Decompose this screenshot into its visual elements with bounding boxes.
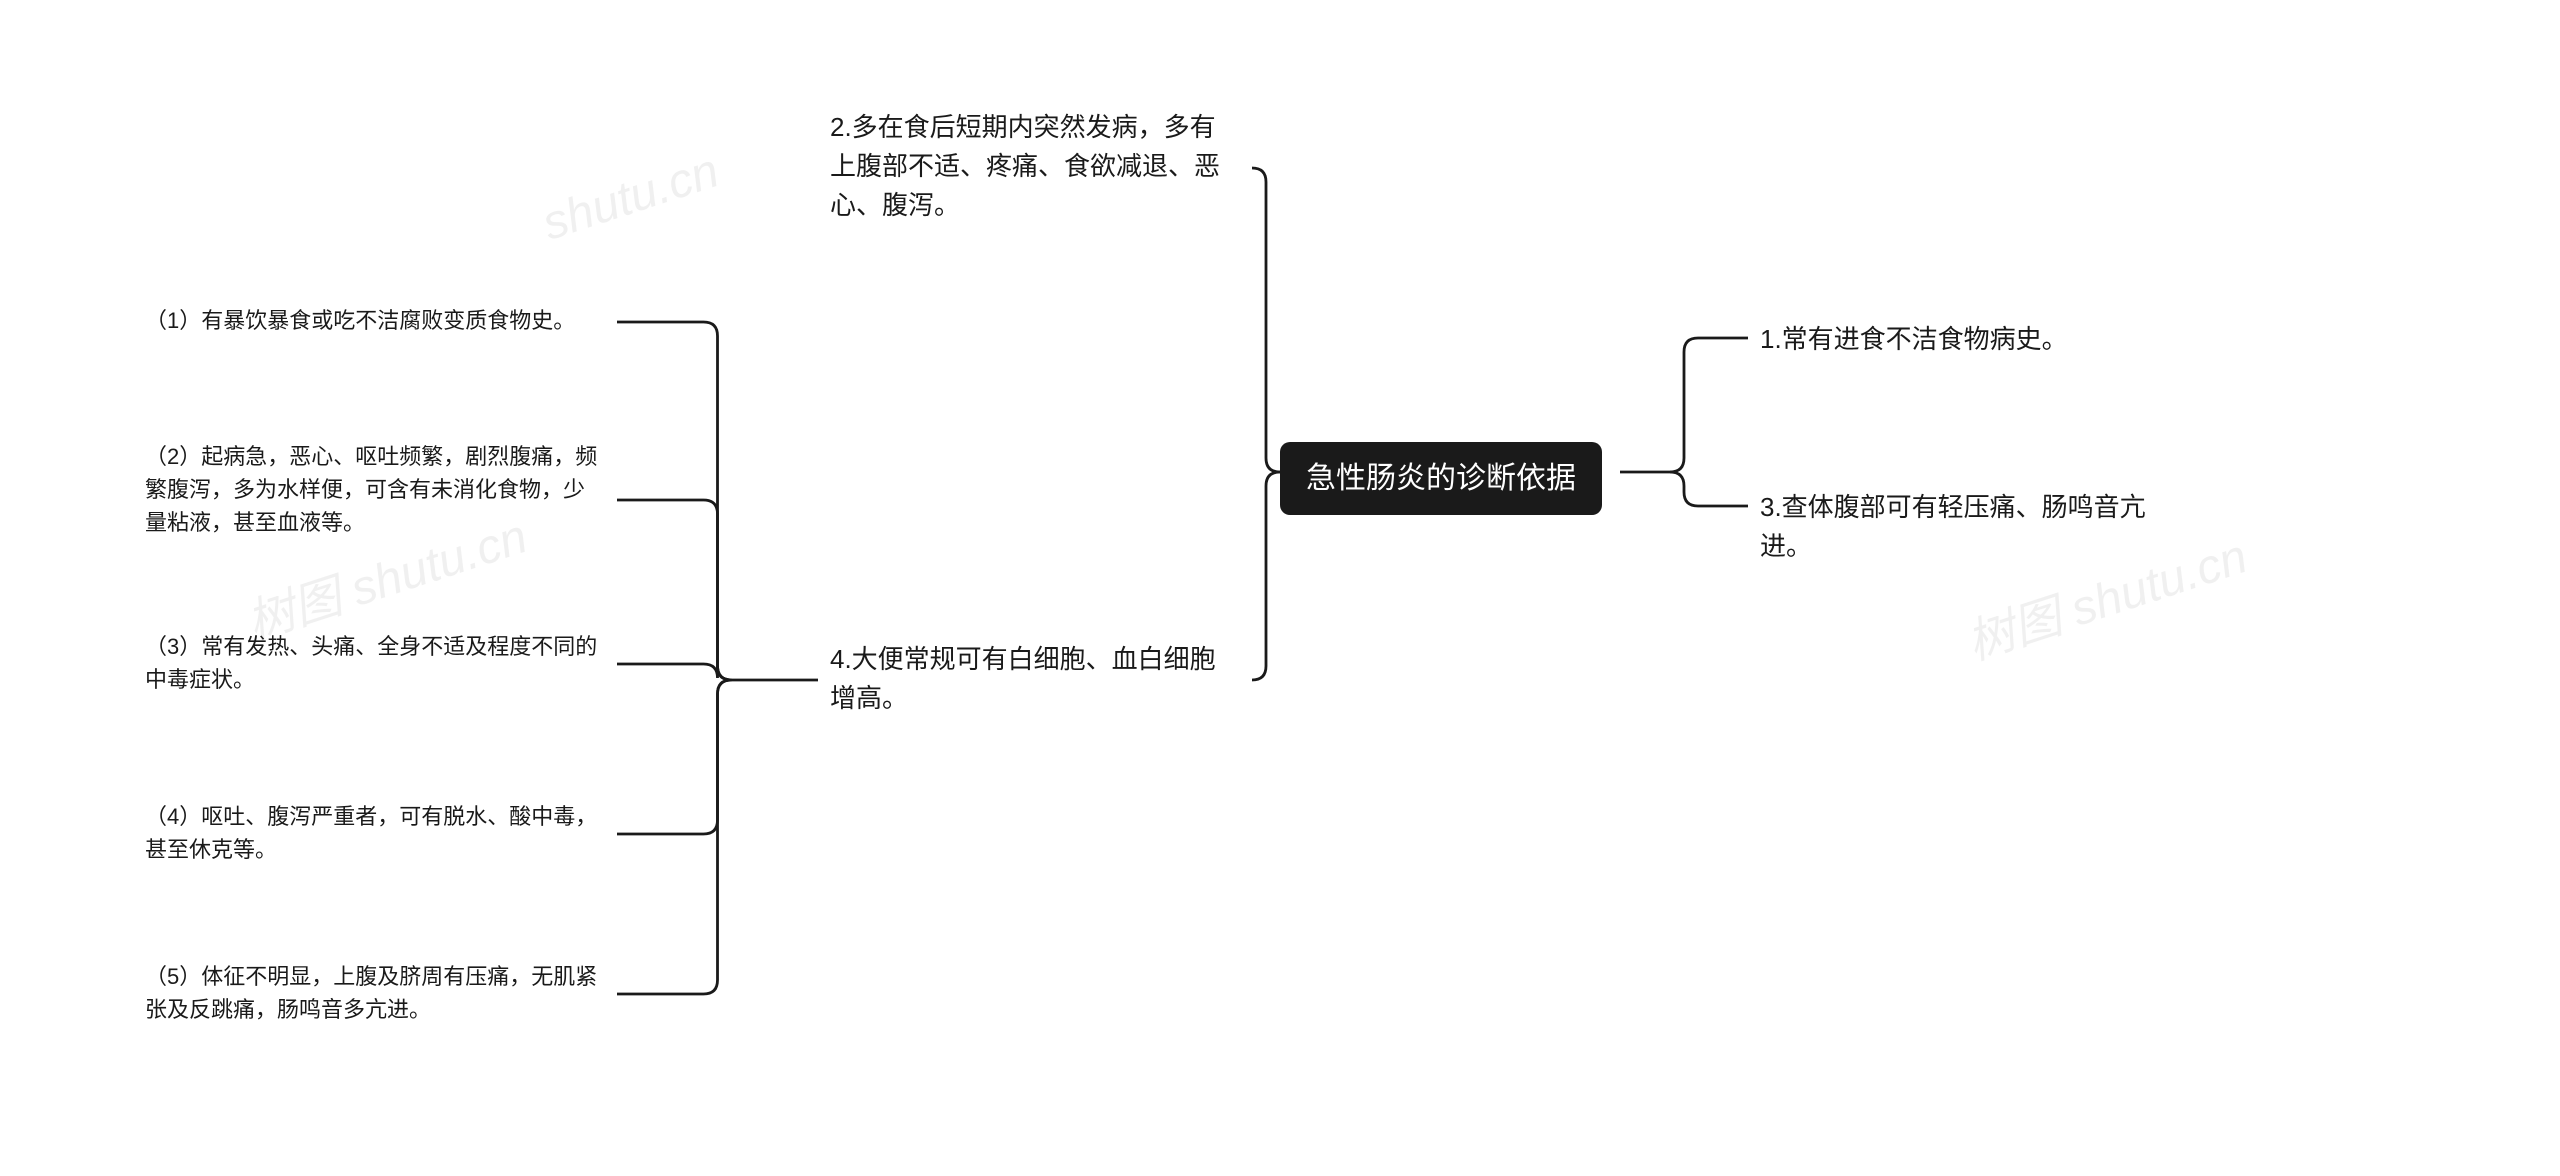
root-node: 急性肠炎的诊断依据: [1280, 442, 1602, 515]
branch-l2: 2.多在食后短期内突然发病，多有上腹部不适、疼痛、食欲减退、恶心、腹泻。: [830, 108, 1240, 225]
leaf-c4: （4）呕吐、腹泻严重者，可有脱水、酸中毒，甚至休克等。: [145, 800, 605, 866]
leaf-c5: （5）体征不明显，上腹及脐周有压痛，无肌紧张及反跳痛，肠鸣音多亢进。: [145, 960, 605, 1026]
watermark-1: shutu.cn: [536, 143, 726, 251]
branch-l4: 4.大便常规可有白细胞、血白细胞增高。: [830, 640, 1240, 718]
leaf-c1: （1）有暴饮暴食或吃不洁腐败变质食物史。: [145, 304, 605, 337]
branch-r1: 1.常有进食不洁食物病史。: [1760, 320, 2170, 359]
leaf-c3: （3）常有发热、头痛、全身不适及程度不同的中毒症状。: [145, 630, 605, 696]
mindmap-stage: 树图 shutu.cnshutu.cn树图 shutu.cn急性肠炎的诊断依据1…: [0, 0, 2560, 1176]
leaf-c2: （2）起病急，恶心、呕吐频繁，剧烈腹痛，频繁腹泻，多为水样便，可含有未消化食物，…: [145, 440, 605, 539]
branch-r3: 3.查体腹部可有轻压痛、肠鸣音亢进。: [1760, 488, 2170, 566]
